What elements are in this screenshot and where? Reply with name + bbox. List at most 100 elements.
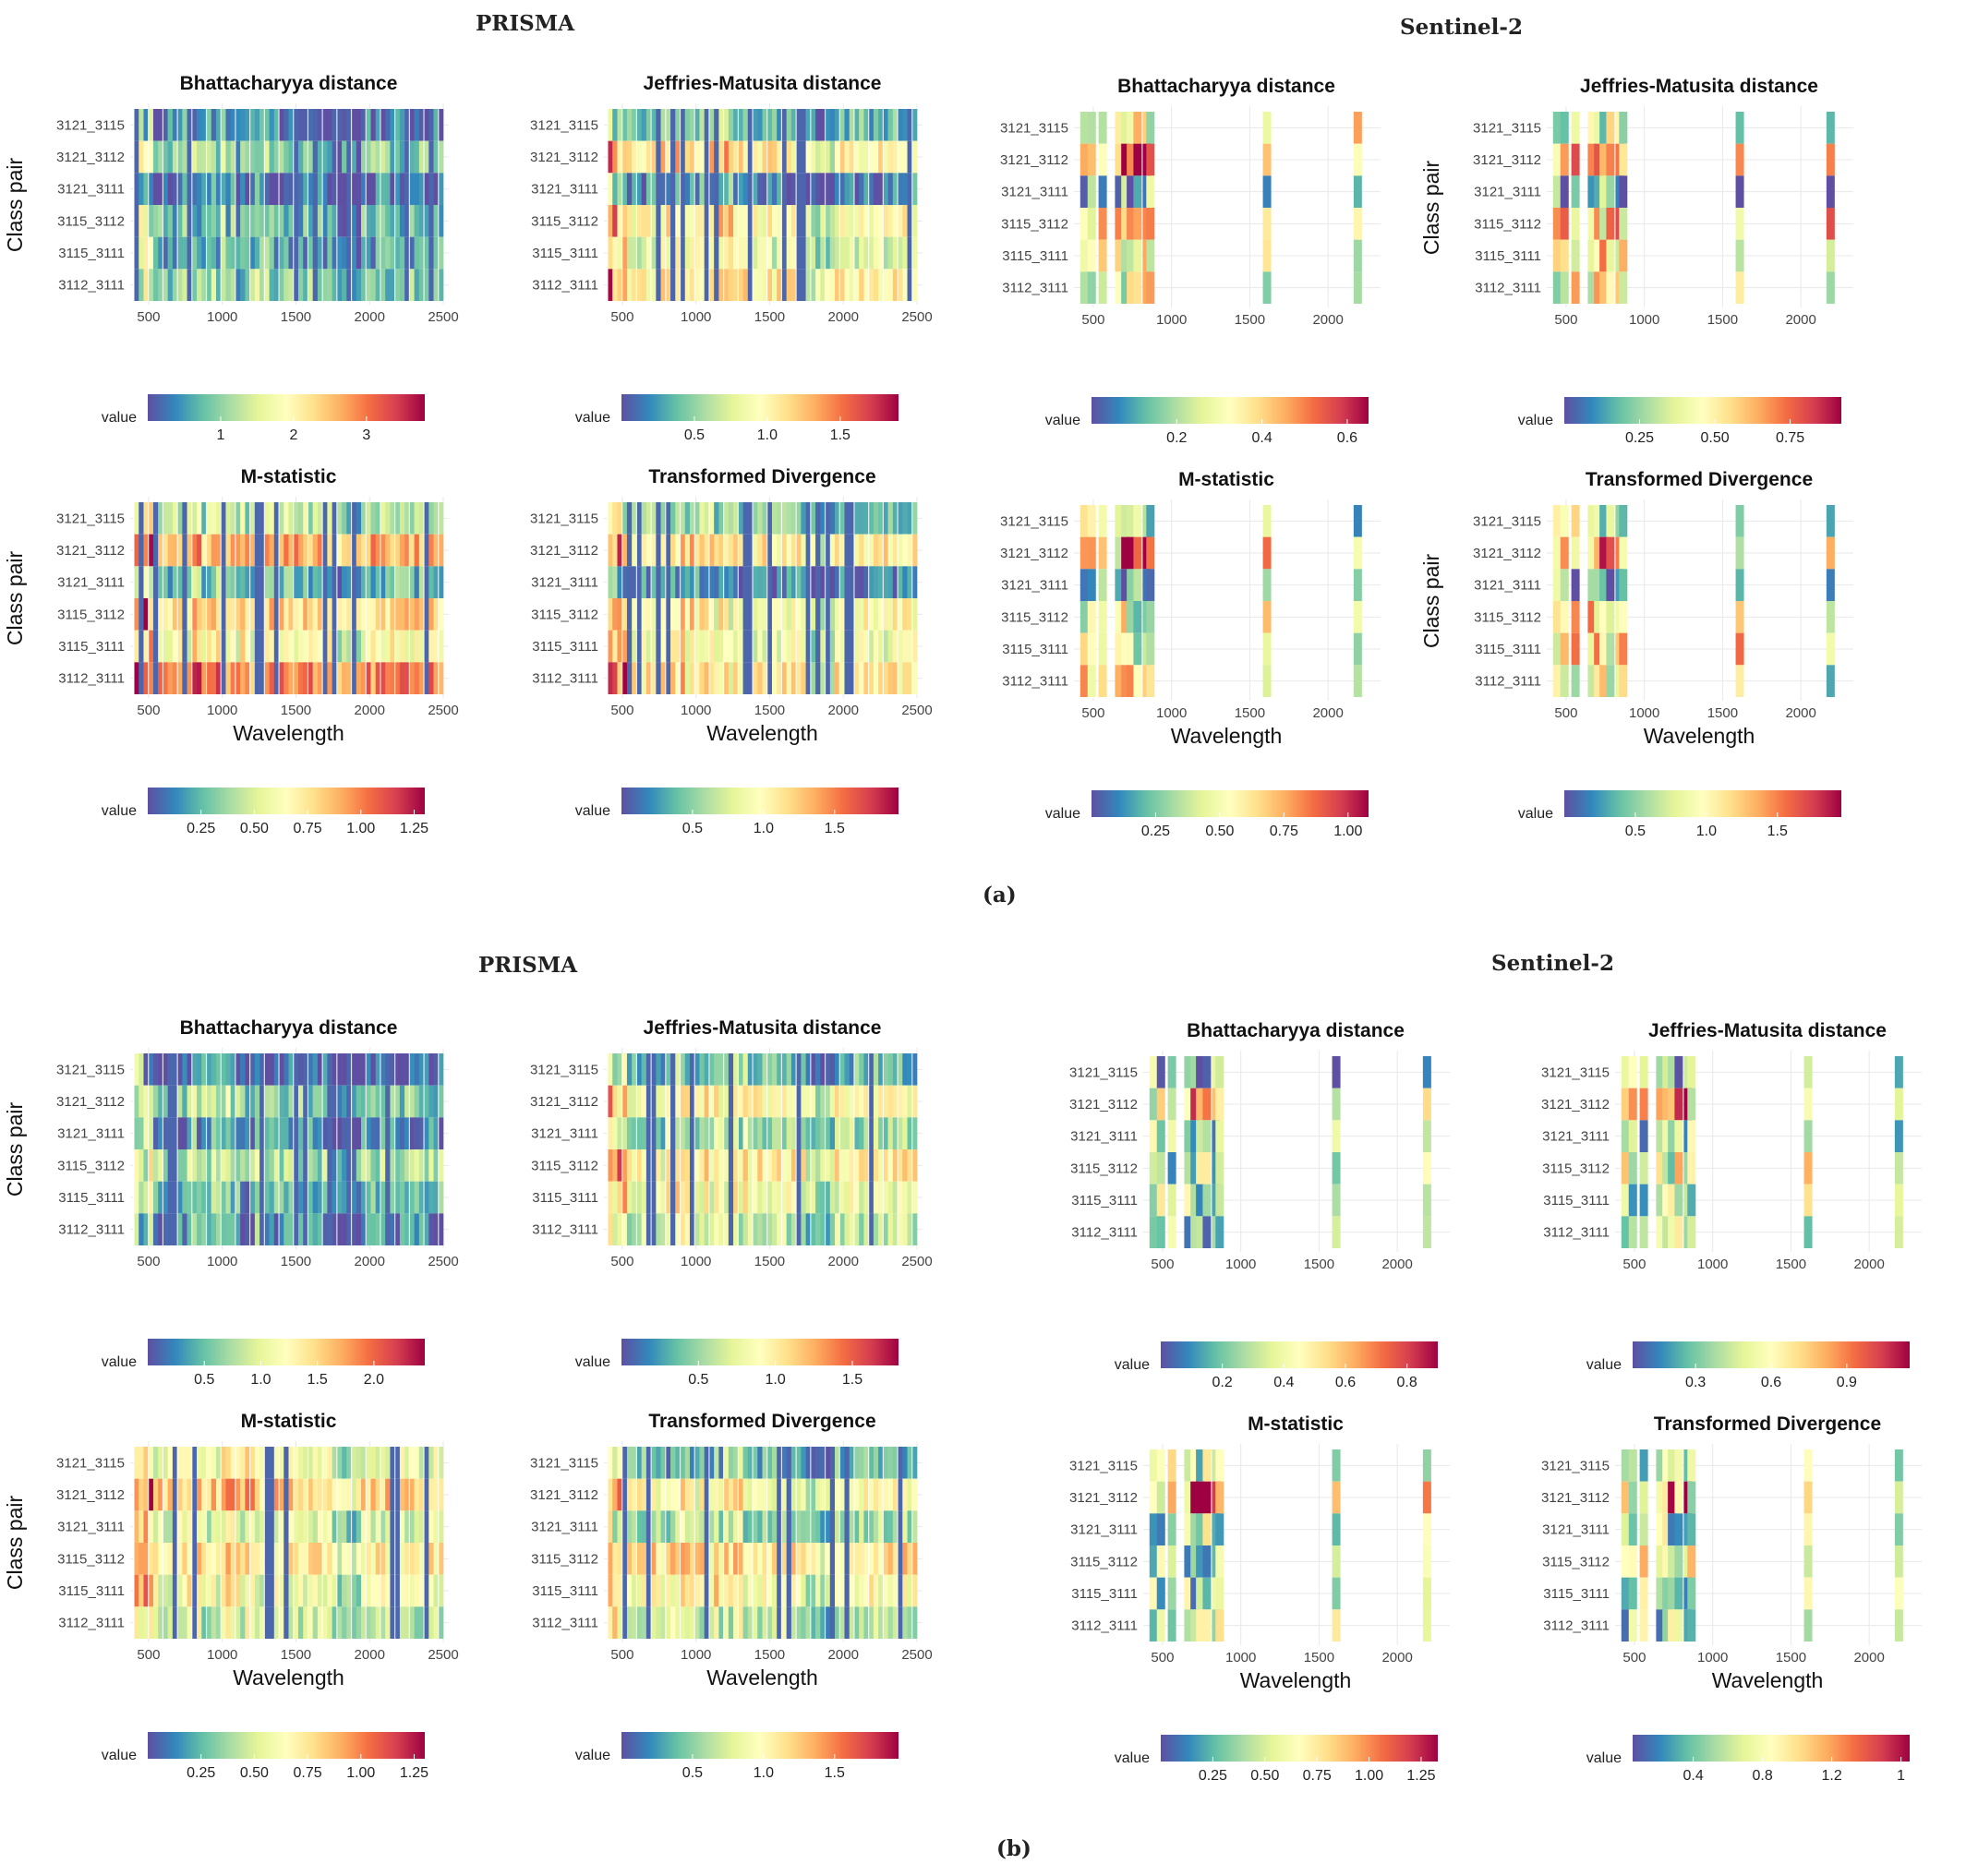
- heatmap-cell: [134, 109, 139, 141]
- heatmap-cell: [742, 1447, 749, 1479]
- heatmap-cell: [645, 236, 652, 270]
- heatmap-cell: [656, 1606, 661, 1639]
- heatmap-cell: [796, 269, 802, 301]
- heatmap-cell: [859, 1606, 864, 1639]
- heatmap-cell: [887, 598, 894, 631]
- heatmap-cell: [665, 1606, 671, 1639]
- heatmap-cell: [283, 1447, 289, 1479]
- heatmap-cell: [645, 173, 652, 205]
- heatmap-cell: [1146, 665, 1155, 697]
- heatmap-cell: [777, 205, 782, 237]
- heatmap-cell: [428, 534, 434, 567]
- heatmap-cell: [810, 236, 816, 270]
- heatmap-cell: [641, 598, 647, 631]
- heatmap-cell: [394, 1510, 401, 1543]
- heatmap-cell: [621, 1213, 628, 1245]
- heatmap-cell: [167, 1606, 174, 1639]
- heatmap-cell: [273, 1574, 280, 1607]
- heatmap-cell: [718, 1085, 724, 1118]
- heatmap-cell: [636, 269, 642, 301]
- heatmap-cell: [733, 1149, 739, 1182]
- heatmap-cell: [249, 1213, 256, 1245]
- heatmap-cell: [308, 140, 313, 174]
- heatmap-cell: [849, 566, 855, 598]
- heatmap-cell: [617, 1181, 623, 1214]
- heatmap-cell: [1687, 1216, 1696, 1248]
- heatmap-cell: [781, 1606, 787, 1639]
- heatmap-cell: [206, 662, 212, 694]
- heatmap-cell: [279, 1543, 284, 1575]
- heatmap-cell: [1599, 143, 1609, 176]
- heatmap-cell: [762, 205, 768, 237]
- heatmap-cell: [424, 1053, 429, 1086]
- heatmap-cell: [211, 1510, 217, 1543]
- heatmap-cell: [297, 173, 304, 205]
- heatmap-cell: [670, 1574, 676, 1607]
- heatmap-cell: [240, 109, 246, 141]
- heatmap-cell: [796, 1606, 802, 1639]
- heatmap-cell: [883, 236, 888, 270]
- heatmap-cell: [211, 630, 217, 663]
- heatmap-cell: [332, 205, 338, 237]
- heatmap-cell: [714, 502, 719, 535]
- heatmap-cell: [366, 566, 371, 598]
- heatmap-cell: [215, 1543, 222, 1575]
- heatmap-cell: [796, 1053, 802, 1086]
- heatmap-cell: [366, 1213, 371, 1245]
- heatmap-cell: [892, 173, 899, 205]
- heatmap-cell: [342, 1085, 347, 1118]
- legend-tick-label: 0.5: [194, 1372, 214, 1388]
- heatmap-cell: [887, 173, 894, 205]
- heatmap-cell: [264, 1543, 270, 1575]
- heatmap-cell: [805, 109, 812, 141]
- heatmap-cell: [385, 109, 391, 141]
- heatmap-cell: [815, 1117, 821, 1149]
- heatmap-cell: [380, 236, 386, 270]
- heatmap-cell: [399, 662, 405, 694]
- heatmap-cell: [863, 502, 869, 535]
- heatmap-cell: [366, 1053, 371, 1086]
- heatmap-cell: [1803, 1216, 1813, 1248]
- heatmap-cell: [225, 1181, 231, 1214]
- heatmap-cell: [675, 140, 681, 174]
- heatmap-cell: [753, 269, 758, 301]
- x-tick-label: 2000: [1853, 1650, 1884, 1666]
- heatmap-cell: [790, 662, 797, 694]
- heatmap-cell: [342, 1606, 347, 1639]
- x-tick-label: 2000: [828, 309, 859, 325]
- heatmap-cell: [1628, 1545, 1637, 1578]
- heatmap-cell: [733, 236, 739, 270]
- heatmap-cell: [361, 1447, 367, 1479]
- heatmap-cell: [297, 502, 304, 535]
- heatmap-cell: [1098, 112, 1107, 144]
- heatmap-cell: [254, 1510, 260, 1543]
- heatmap-cell: [148, 140, 154, 174]
- heatmap-cell: [907, 1606, 913, 1639]
- heatmap-cell: [684, 502, 691, 535]
- heatmap-cell: [404, 109, 410, 141]
- heatmap-cell: [394, 1606, 401, 1639]
- heatmap-cell: [346, 1213, 352, 1245]
- heatmap-cell: [1087, 112, 1096, 144]
- x-tick-label: 1000: [681, 1254, 711, 1269]
- heatmap-cell: [612, 598, 618, 631]
- heatmap-cell: [245, 205, 250, 237]
- y-tick-label: 3112_3111: [1543, 1225, 1610, 1241]
- heatmap-cell: [660, 1181, 667, 1214]
- heatmap-cell: [632, 109, 637, 141]
- heatmap-cell: [1149, 1184, 1158, 1217]
- heatmap-cell: [781, 1543, 787, 1575]
- heatmap-cell: [829, 205, 836, 237]
- legend-tick-label: 0.50: [240, 821, 269, 836]
- heatmap-cell: [645, 1117, 652, 1149]
- heatmap-cell: [670, 205, 676, 237]
- heatmap-cell: [197, 630, 202, 663]
- heatmap-cell: [254, 534, 260, 567]
- heatmap-cell: [399, 566, 405, 598]
- heatmap-cell: [766, 662, 773, 694]
- heatmap-cell: [835, 1478, 840, 1511]
- y-tick-label: 3115_3111: [58, 639, 125, 655]
- heatmap-cell: [645, 566, 652, 598]
- heatmap-cell: [868, 1085, 874, 1118]
- heatmap-cell: [1619, 665, 1628, 697]
